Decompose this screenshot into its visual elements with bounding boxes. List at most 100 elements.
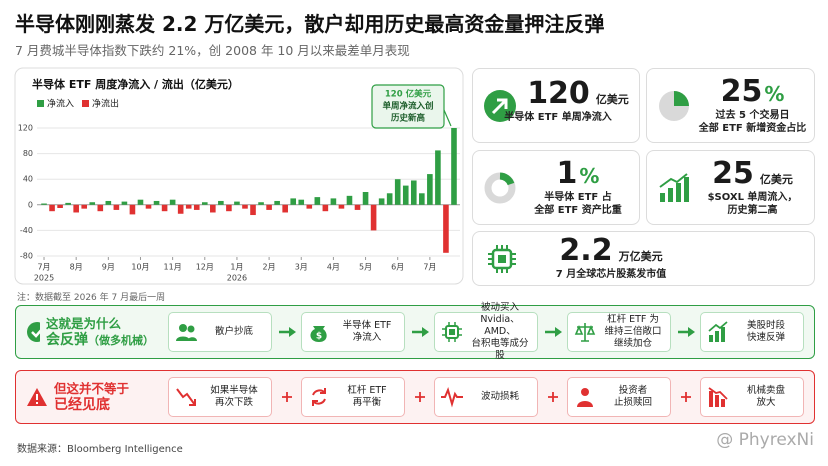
bar [427, 174, 433, 205]
step-line: 投资者 [618, 385, 648, 396]
step-line: 再次下跌 [214, 397, 253, 408]
icon [574, 323, 596, 342]
flow-row: 这就是为什么 会反弹（做多机械） 散户抄底 $ 半导体 ETF 净流入 被动买入 Nvidia… [15, 302, 815, 361]
kpi-card: 25% 过去 5 个交易日 全部 ETF 新增资金占比 [646, 68, 815, 143]
step-line: 止损赎回 [613, 397, 652, 408]
flow-step: 被动买入 Nvidia、AMD、 台积电等成分股 [434, 302, 538, 361]
title-part: 会反弹 [46, 332, 88, 348]
card-body: 1% 半导体 ETF 占全部 ETF 资产比重 [523, 157, 633, 217]
flow-step: 投资者 止损赎回 [567, 377, 671, 417]
kpi-card: 1% 半导体 ETF 占全部 ETF 资产比重 [472, 150, 640, 225]
y-tick-label: 0 [28, 200, 33, 209]
step-line: Nvidia、AMD、 [480, 314, 520, 337]
x-tick-label: 12月 [196, 263, 214, 272]
flow-title-text: 但这并不等于 已经见底 [54, 380, 129, 414]
card-value: 120 [527, 76, 590, 111]
bar [346, 195, 353, 205]
bar [402, 185, 409, 205]
step-line: 放大 [756, 397, 776, 408]
icon [176, 388, 196, 406]
title-part: 这就是为什么 [46, 316, 122, 331]
card-value: 2.2 [559, 233, 613, 268]
flow-row: 但这并不等于 已经见底 如果半导体 再次下跌 杠杆 ETF 再平衡 波动损耗 投资者 止损赎回 机… [15, 370, 815, 424]
icon [659, 90, 689, 121]
card-desc: $SOXL 单周流入， [707, 192, 798, 203]
step-line: 被动买入 [480, 302, 519, 313]
step-text: 如果半导体 再次下跌 [202, 385, 266, 409]
page-subtitle: 7 月费城半导体指数下跌约 21%，创 2008 年 10 月以来最差单月表现 [15, 43, 410, 58]
separator [538, 325, 567, 339]
card-body: 25 亿美元 $SOXL 单周流入， 历史第二高 [697, 157, 808, 217]
card-desc: 过去 5 个交易日 [715, 110, 790, 121]
x-tick-label: 1月 [230, 263, 243, 272]
plus-sign [547, 392, 558, 402]
bar [298, 199, 305, 205]
bar [386, 193, 393, 205]
step-text: 被动买入 Nvidia、AMD、 台积电等成分股 [468, 302, 532, 362]
annotation-text: 120 亿美元 [385, 89, 432, 100]
legend-swatch [82, 100, 89, 107]
bar [274, 200, 280, 205]
bar [81, 204, 88, 209]
bar [57, 204, 63, 208]
bar [153, 200, 160, 205]
bar [145, 204, 152, 209]
y-tick-label: -40 [20, 226, 33, 235]
title-line: 会反弹（做多机械） [46, 332, 154, 349]
chart: 半导体 ETF 周度净流入 / 流出（亿美元） -80 -40 0 40 80 120 净流… [14, 67, 464, 285]
step-line: 再平衡 [352, 397, 382, 408]
flow-title: 但这并不等于 已经见底 [26, 380, 154, 414]
bar [322, 204, 329, 212]
bar [89, 202, 96, 205]
x-tick-label: 11月 [164, 263, 182, 272]
legend-swatch [37, 100, 44, 107]
annotation-box [371, 84, 445, 129]
icon [484, 89, 516, 122]
card-desc: 全部 ETF 资产比重 [534, 205, 622, 216]
bar [394, 179, 401, 205]
x-tick-label: 3月 [295, 263, 308, 272]
flow-title: 这就是为什么 会反弹（做多机械） [26, 315, 154, 349]
card-body: 2.2 万亿美元 7 月全球芯片股蒸发市值 [528, 234, 694, 281]
bar [338, 204, 345, 209]
x-tick-label: 6月 [391, 263, 404, 272]
y-tick-label: -80 [20, 252, 33, 261]
step-line: 快速反弹 [746, 332, 785, 343]
card-unit: 亿美元 [595, 93, 629, 106]
bar [378, 198, 385, 205]
flow-step: 机械卖盘 放大 [700, 377, 804, 417]
step-text: 散户抄底 [202, 326, 266, 338]
arrow [411, 327, 429, 337]
bar [435, 150, 441, 205]
bar [410, 180, 417, 205]
flow-step: 散户抄底 [168, 312, 272, 352]
step-line: 杠杆 ETF [347, 385, 387, 396]
card-desc: 半导体 ETF 占 [544, 192, 612, 203]
x-year-label: 2025 [34, 274, 54, 283]
separator [538, 390, 567, 404]
step-line: 继续加仓 [613, 338, 652, 349]
card-unit: 亿美元 [759, 173, 793, 186]
step-line: 台积电等成分股 [471, 338, 529, 361]
bar [169, 199, 176, 205]
flow-step: $ 半导体 ETF 净流入 [301, 312, 405, 352]
step-text: 投资者 止损赎回 [601, 385, 665, 409]
step-text: 美股时段 快速反弹 [734, 320, 798, 344]
title-part: 但这并不等于 [54, 381, 130, 396]
annotation-arrow [443, 109, 452, 127]
bar [137, 199, 144, 205]
step-line: 杠杆 ETF 为 [607, 314, 659, 325]
flow-title-text: 这就是为什么 会反弹（做多机械） [46, 315, 154, 349]
card-value: 25 [720, 74, 763, 109]
card-desc: 全部 ETF 新增资金占比 [698, 123, 807, 134]
step-line: 净流入 [352, 332, 382, 343]
bar [226, 204, 232, 212]
bar [370, 204, 377, 231]
step-line: 散户抄底 [214, 326, 253, 337]
x-tick-label: 5月 [359, 263, 372, 272]
x-tick-label: 7月 [37, 263, 50, 272]
icon [312, 388, 326, 406]
x-year-label: 2026 [227, 274, 247, 283]
flow-step: 如果半导体 再次下跌 [168, 377, 272, 417]
icon [441, 387, 463, 408]
